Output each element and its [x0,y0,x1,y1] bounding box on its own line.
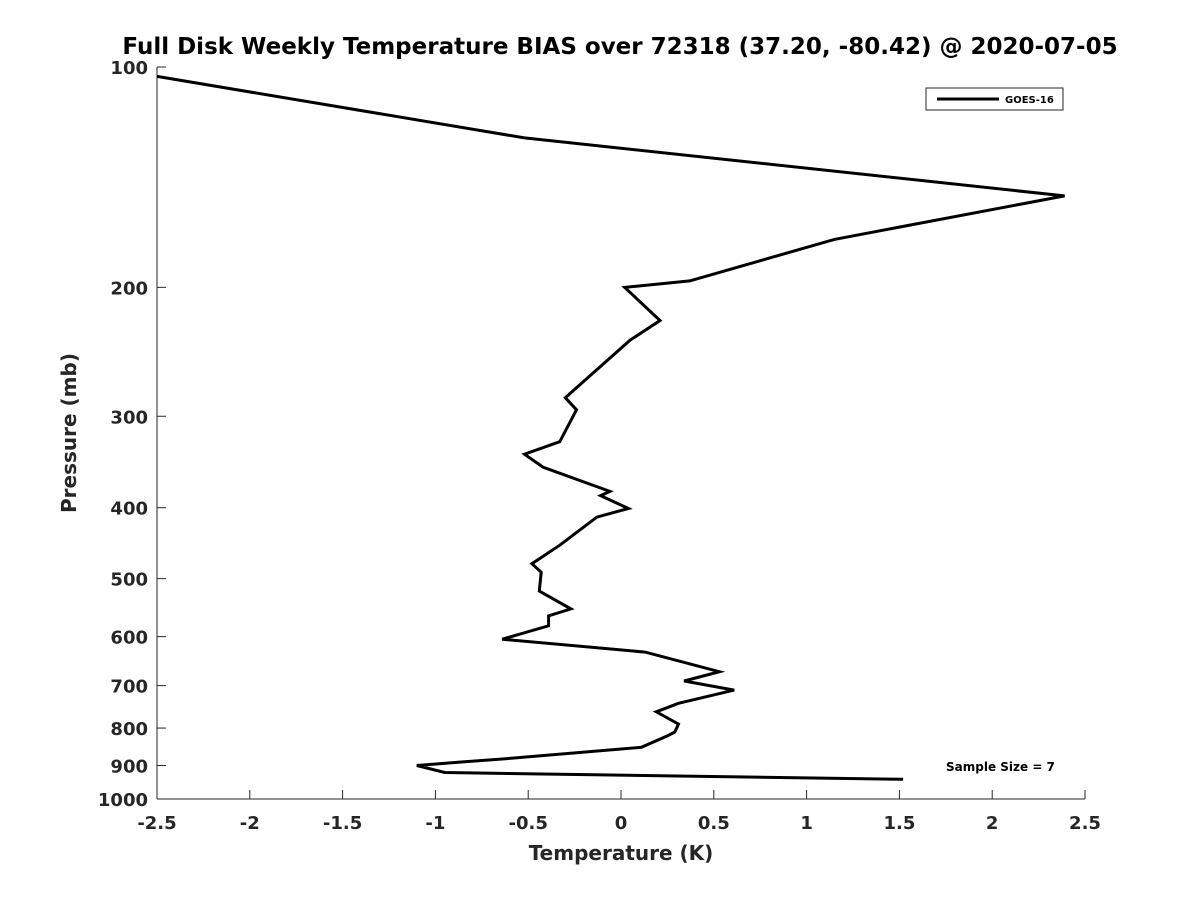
y-tick-label: 700 [110,677,148,698]
legend[interactable]: GOES-16 [925,87,1064,111]
y-tick-label: 300 [110,407,148,428]
y-tick-label: 600 [110,628,148,649]
y-tick-label: 900 [110,757,148,778]
legend-label-goes-16: GOES-16 [1005,95,1054,106]
x-tick-label: 1.5 [883,813,915,834]
chart-title: Full Disk Weekly Temperature BIAS over 7… [122,34,1117,60]
x-axis-ticks: -2.5 -2 -1.5 -1 -0.5 0 0.5 1 1.5 2 2.5 [137,790,1101,834]
x-tick-label: -2 [240,813,260,834]
series-layer [156,74,1065,781]
y-axis-ticks: 100 200 300 400 500 600 700 800 900 1000 [98,58,166,811]
x-axis-label: Temperature (K) [529,841,714,865]
x-tick-label: -1 [425,813,445,834]
series-line-goes-16 [156,74,1065,781]
x-tick-label: 0.5 [698,813,730,834]
y-tick-label: 400 [110,499,148,520]
x-tick-label: -0.5 [509,813,548,834]
y-tick-label: 800 [110,719,148,740]
x-tick-label: 1 [800,813,813,834]
y-axis-label: Pressure (mb) [57,353,81,513]
x-tick-label: 2.5 [1069,813,1101,834]
x-tick-label: 2 [986,813,999,834]
sample-size-annotation: Sample Size = 7 [946,760,1055,774]
x-tick-label: -1.5 [323,813,362,834]
x-tick-label: 0 [615,813,628,834]
x-tick-label: -2.5 [137,813,176,834]
y-tick-label: 1000 [98,790,148,811]
y-tick-label: 500 [110,570,148,591]
y-tick-label: 100 [110,58,148,79]
y-tick-label: 200 [110,278,148,299]
